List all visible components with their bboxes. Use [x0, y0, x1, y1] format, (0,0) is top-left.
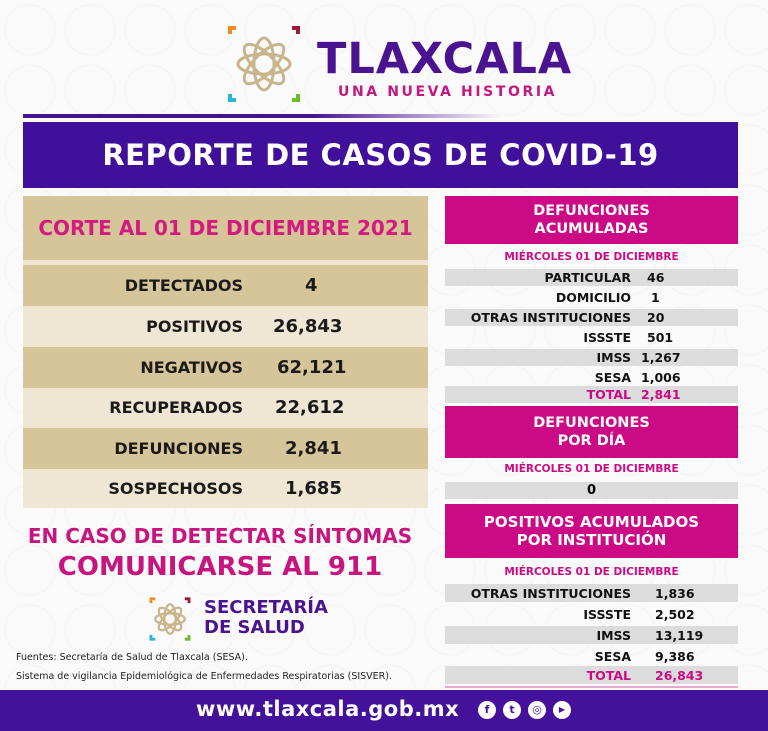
stat-value: 4	[305, 275, 318, 296]
decorative-bar	[23, 114, 503, 118]
defunciones-row: OTRAS INSTITUCIONES 20	[445, 309, 738, 326]
twitter-icon[interactable]: t	[503, 701, 521, 719]
secretaria-line1: SECRETARÍA	[204, 597, 328, 618]
row-label: ISSSTE	[583, 606, 631, 622]
stat-value: 1,685	[285, 478, 342, 499]
stat-row-positivos: POSITIVOS 26,843	[23, 306, 428, 347]
stat-row-recuperados: RECUPERADOS 22,612	[23, 387, 428, 428]
positivos-row: SESA 9,386	[445, 647, 738, 665]
stat-label: POSITIVOS	[146, 317, 243, 336]
stat-label: DETECTADOS	[124, 276, 243, 295]
defunciones-row: SESA 1,006	[445, 369, 738, 386]
report-title: REPORTE DE CASOS DE COVID-19	[102, 138, 659, 172]
header-line2: POR INSTITUCIÓN	[516, 531, 667, 549]
brand-tagline: UNA NUEVA HISTORIA	[338, 84, 558, 100]
defunciones-row: ISSSTE 501	[445, 329, 738, 346]
stat-value: 22,612	[275, 397, 345, 418]
row-label: IMSS	[596, 627, 631, 643]
cut-date-header: CORTE AL 01 DE DICIEMBRE 2021	[23, 196, 428, 260]
row-value: 13,119	[655, 627, 704, 643]
positivos-row: ISSSTE 2,502	[445, 605, 738, 623]
stat-row-detectados: DETECTADOS 4	[23, 265, 428, 306]
defunciones-por-dia-value: 0	[445, 482, 738, 499]
secretaria-salud-text: SECRETARÍA DE SALUD	[204, 598, 328, 638]
footer-bar: www.tlaxcala.gob.mx f t ◎ ▶	[0, 690, 768, 731]
cta-symptoms: EN CASO DE DETECTAR SÍNTOMAS	[27, 524, 413, 548]
row-label: DOMICILIO	[555, 290, 631, 305]
website-link[interactable]: www.tlaxcala.gob.mx	[196, 697, 460, 721]
stat-label: NEGATIVOS	[140, 358, 243, 377]
cta-call-911: COMUNICARSE AL 911	[57, 552, 383, 582]
summary-panel: CORTE AL 01 DE DICIEMBRE 2021 DETECTADOS…	[23, 196, 428, 508]
row-value: 1	[651, 290, 660, 305]
positivos-row: IMSS 13,119	[445, 626, 738, 644]
row-value: 2,841	[641, 387, 681, 402]
stat-row-sospechosos: SOSPECHOSOS 1,685	[23, 468, 428, 509]
secretaria-line2: DE SALUD	[204, 617, 305, 638]
row-label: PARTICULAR	[544, 270, 631, 285]
row-value: 501	[647, 330, 674, 345]
sources-line1: Fuentes: Secretaría de Salud de Tlaxcala…	[16, 652, 248, 663]
row-value: 9,386	[655, 648, 695, 664]
row-value: 1,006	[641, 370, 681, 385]
stat-value: 62,121	[277, 357, 347, 378]
defunciones-acumuladas-date: MIÉRCOLES 01 DE DICIEMBRE	[504, 251, 679, 263]
row-label: OTRAS INSTITUCIONES	[470, 585, 631, 601]
report-title-banner: REPORTE DE CASOS DE COVID-19	[23, 122, 738, 188]
header-line1: DEFUNCIONES	[533, 415, 650, 431]
defunciones-por-dia-date: MIÉRCOLES 01 DE DICIEMBRE	[504, 463, 679, 475]
defunciones-row: IMSS 1,267	[445, 349, 738, 366]
row-value: 26,843	[655, 667, 704, 683]
header-line2: POR DÍA	[557, 433, 626, 449]
defunciones-acumuladas-header: DEFUNCIONES ACUMULADAS	[445, 196, 738, 244]
stat-label: RECUPERADOS	[109, 398, 243, 417]
positivos-institucion-date: MIÉRCOLES 01 DE DICIEMBRE	[504, 566, 679, 578]
header-line1: DEFUNCIONES	[533, 203, 650, 219]
row-label: TOTAL	[586, 667, 631, 683]
row-value: 46	[647, 270, 665, 285]
row-label: ISSSTE	[583, 330, 631, 345]
facebook-icon[interactable]: f	[478, 701, 496, 719]
row-value: 1,836	[655, 585, 695, 601]
instagram-icon[interactable]: ◎	[528, 701, 546, 719]
cut-date-text: CORTE AL 01 DE DICIEMBRE 2021	[38, 216, 413, 240]
header-line2: ACUMULADAS	[534, 221, 649, 237]
divider	[445, 686, 738, 688]
defunciones-row: PARTICULAR 46	[445, 269, 738, 286]
positivos-total-row: TOTAL 26,843	[445, 666, 738, 684]
stat-label: SOSPECHOSOS	[108, 479, 243, 498]
row-label: IMSS	[596, 350, 631, 365]
sources-line2: Sistema de vigilancia Epidemiológica de …	[16, 671, 393, 682]
row-label: TOTAL	[586, 387, 631, 402]
stat-row-defunciones: DEFUNCIONES 2,841	[23, 428, 428, 469]
stat-value: 26,843	[273, 316, 343, 337]
row-value: 2,502	[655, 606, 695, 622]
positivos-institucion-header: POSITIVOS ACUMULADOS POR INSTITUCIÓN	[445, 504, 738, 558]
stat-value: 2,841	[285, 438, 342, 459]
secretaria-salud-logo-icon	[149, 597, 191, 641]
tlaxcala-flower-logo-icon	[228, 26, 300, 102]
defunciones-total-row: TOTAL 2,841	[445, 386, 738, 403]
stat-row-negativos: NEGATIVOS 62,121	[23, 347, 428, 388]
youtube-icon[interactable]: ▶	[553, 701, 571, 719]
row-value: 1,267	[641, 350, 681, 365]
defunciones-por-dia-header: DEFUNCIONES POR DÍA	[445, 406, 738, 458]
row-label: OTRAS INSTITUCIONES	[470, 310, 631, 325]
defunciones-row: DOMICILIO 1	[445, 289, 738, 306]
stat-label: DEFUNCIONES	[114, 439, 243, 458]
brand-title: TLAXCALA	[317, 34, 573, 84]
row-value: 20	[647, 310, 665, 325]
header-line1: POSITIVOS ACUMULADOS	[483, 513, 700, 531]
row-label: SESA	[594, 648, 631, 664]
positivos-row: OTRAS INSTITUCIONES 1,836	[445, 584, 738, 602]
row-label: SESA	[594, 370, 631, 385]
